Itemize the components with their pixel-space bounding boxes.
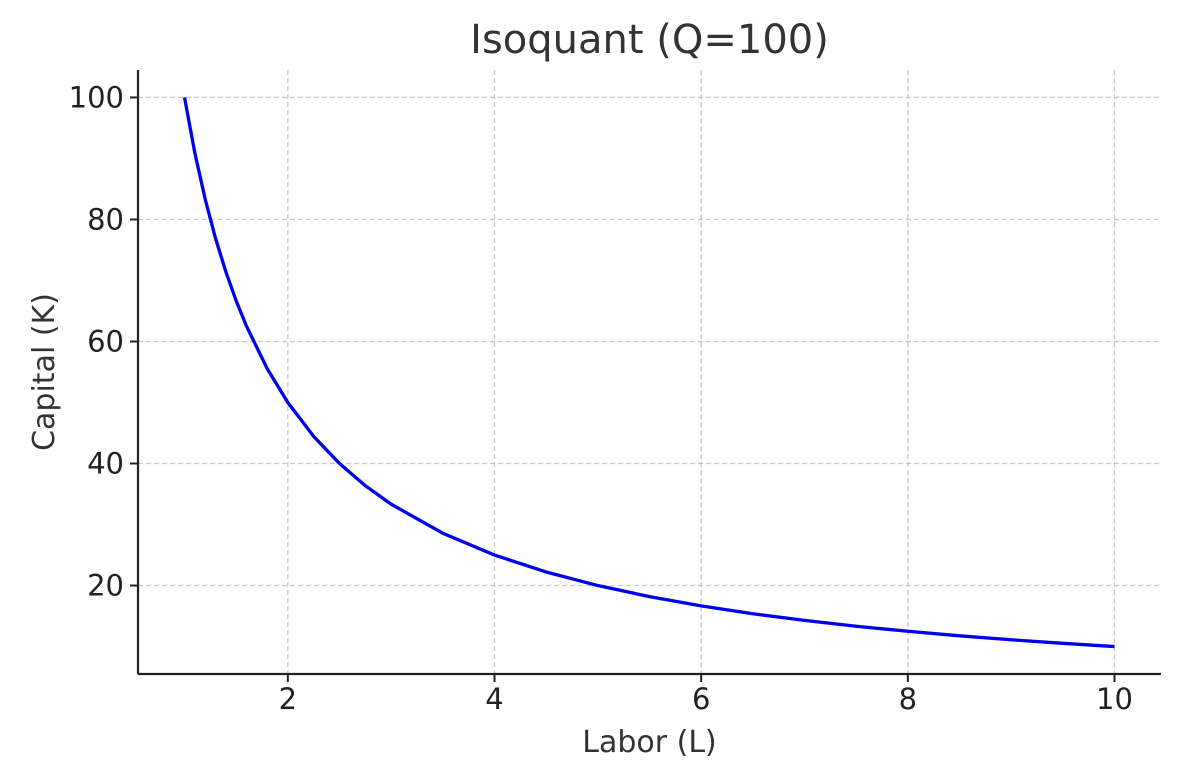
y-tick-label: 80 — [87, 202, 124, 236]
series-layer — [182, 97, 1115, 649]
y-axis-label: Capital (K) — [27, 293, 62, 451]
x-tick-label: 8 — [899, 682, 917, 716]
x-tick-label: 10 — [1096, 682, 1133, 716]
x-tick-label: 2 — [279, 682, 297, 716]
y-tick-label: 20 — [87, 569, 124, 603]
y-tick-label: 60 — [87, 324, 124, 358]
y-tick-label: 100 — [69, 80, 124, 114]
grid-layer — [138, 70, 1161, 674]
x-tick-label: 6 — [692, 682, 710, 716]
tick-layer: 2 4 6 8 10 20 40 60 80 100 — [69, 80, 1133, 716]
x-axis-label: Labor (L) — [582, 725, 717, 760]
isoquant-series-line — [182, 97, 1115, 649]
axes-layer — [136, 70, 1161, 676]
y-tick-label: 40 — [87, 447, 124, 481]
chart-title: Isoquant (Q=100) — [470, 17, 829, 63]
x-tick-label: 4 — [485, 682, 503, 716]
